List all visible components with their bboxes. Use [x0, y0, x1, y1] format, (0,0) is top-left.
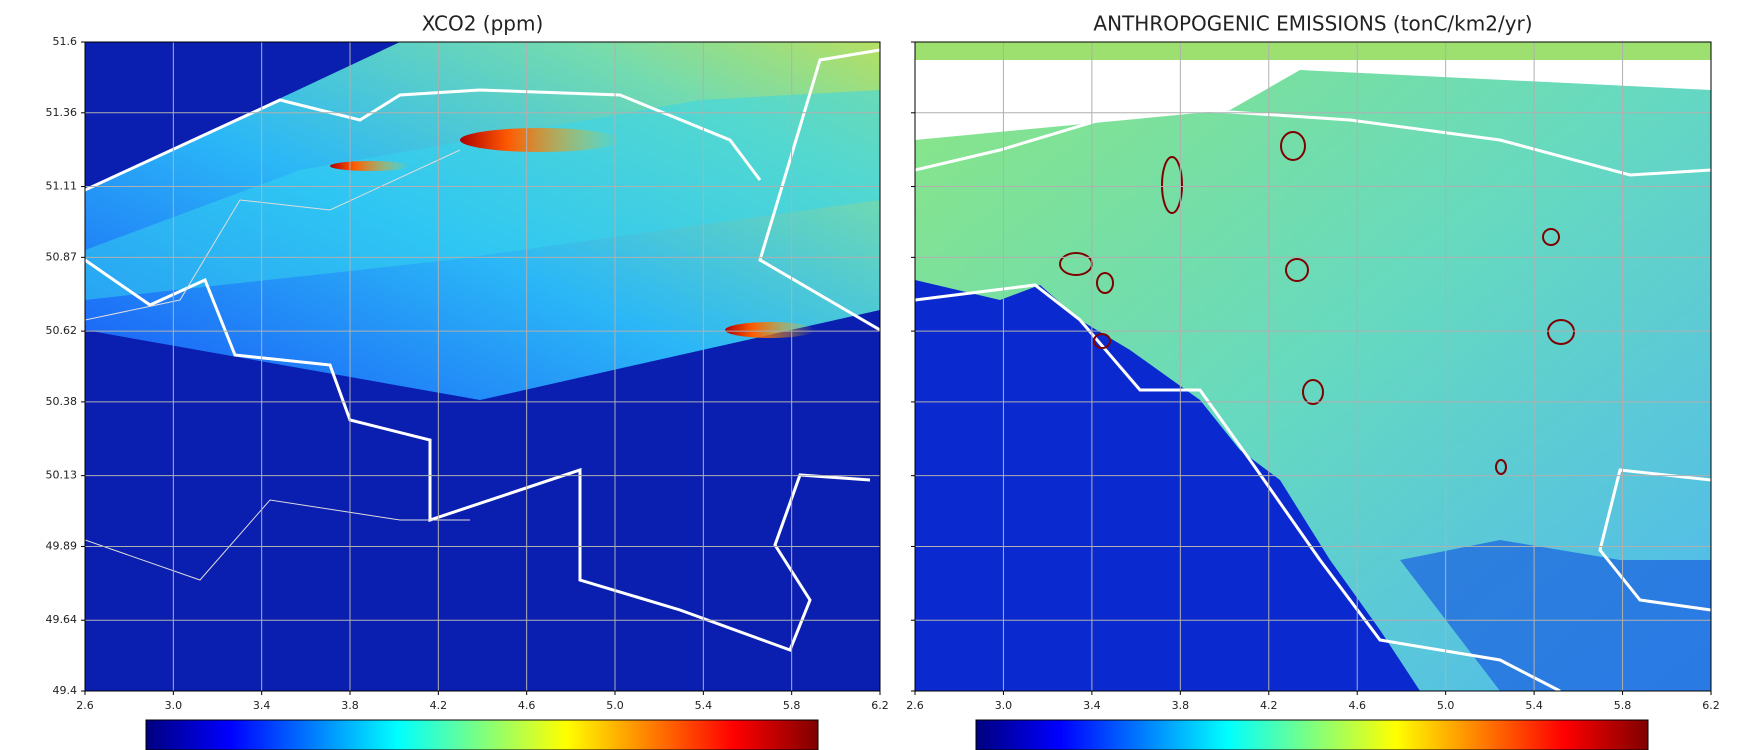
colorbar — [976, 720, 1648, 750]
x-tick-label: 4.6 — [518, 699, 536, 712]
x-tick-label: 5.0 — [1437, 699, 1455, 712]
x-tick-label: 5.8 — [1614, 699, 1632, 712]
chart-title: XCO2 (ppm) — [422, 12, 544, 36]
x-tick-label: 4.2 — [430, 699, 448, 712]
y-tick-label: 49.64 — [46, 613, 78, 626]
heatmap-image — [915, 42, 1711, 691]
x-tick-label: 4.6 — [1348, 699, 1366, 712]
x-tick-label: 3.4 — [253, 699, 271, 712]
x-tick-label: 4.2 — [1260, 699, 1278, 712]
figure: XCO2 (ppm) 2.6 3.0 3.4 3.8 4.2 4.6 5.0 5.4 5.8 6.2… — [0, 0, 1753, 750]
y-tick-label: 51.36 — [46, 106, 78, 119]
x-tick-label: 3.0 — [995, 699, 1013, 712]
y-tick-label: 51.11 — [46, 180, 78, 193]
y-tick-label: 50.13 — [46, 469, 78, 482]
y-tick-label: 49.89 — [46, 539, 78, 552]
x-tick-label: 5.0 — [606, 699, 624, 712]
x-tick-label: 3.4 — [1083, 699, 1101, 712]
x-tick-label: 6.2 — [1702, 699, 1720, 712]
colorbar — [146, 720, 818, 750]
x-tick-label: 2.6 — [906, 699, 924, 712]
y-tick-label: 50.38 — [46, 395, 78, 408]
chart-title: ANTHROPOGENIC EMISSIONS (tonC/km2/yr) — [1093, 12, 1532, 36]
x-tick-label: 5.8 — [783, 699, 801, 712]
x-tick-label: 3.0 — [165, 699, 183, 712]
x-tick-label: 5.4 — [1525, 699, 1543, 712]
x-tick-label: 5.4 — [695, 699, 713, 712]
x-tick-label: 2.6 — [76, 699, 94, 712]
x-tick-label: 3.8 — [1172, 699, 1190, 712]
y-tick-label: 51.6 — [53, 35, 78, 48]
x-tick-label: 6.2 — [871, 699, 889, 712]
y-tick-label: 49.4 — [53, 684, 78, 697]
heatmap-image — [85, 42, 880, 691]
y-tick-label: 50.62 — [46, 324, 78, 337]
y-tick-label: 50.87 — [46, 250, 78, 263]
x-tick-label: 3.8 — [341, 699, 359, 712]
